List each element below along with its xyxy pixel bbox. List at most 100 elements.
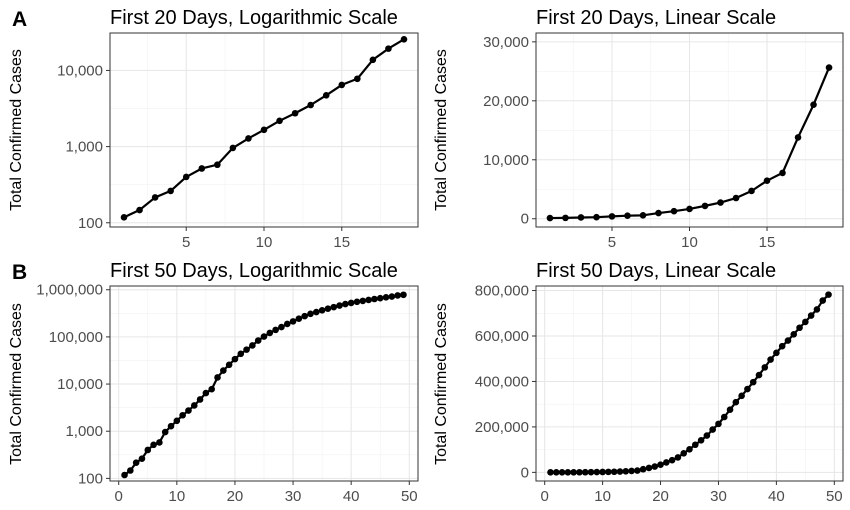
data-point <box>322 92 330 99</box>
data-point <box>330 303 338 311</box>
data-point <box>266 329 274 337</box>
data-point <box>587 468 595 476</box>
data-point <box>229 144 237 152</box>
data-point <box>382 294 390 301</box>
data-point <box>749 378 757 386</box>
data-point <box>260 333 268 340</box>
data-point <box>245 135 252 142</box>
data-point <box>546 214 554 222</box>
data-point <box>307 310 314 318</box>
data-point <box>794 134 802 141</box>
data-point <box>307 101 314 109</box>
data-point <box>697 437 705 444</box>
y-tick-label: 100 <box>78 470 103 487</box>
panel-label-b: B <box>12 261 27 284</box>
data-point <box>709 426 716 433</box>
data-point <box>291 109 299 117</box>
data-point <box>616 468 624 475</box>
data-point <box>761 364 769 371</box>
data-point <box>577 214 585 221</box>
x-tick-label: 20 <box>652 488 669 505</box>
data-point <box>249 342 256 349</box>
y-tick-label: 100 <box>78 215 103 232</box>
chart-title-2: First 20 Days, Linear Scale <box>536 7 776 29</box>
data-point <box>156 439 163 446</box>
data-point <box>813 306 821 313</box>
data-point <box>663 459 670 466</box>
y-axis-label-4: Total Confirmed Cases <box>433 303 450 465</box>
data-point <box>807 312 815 319</box>
data-point <box>342 300 349 308</box>
data-point <box>605 468 612 476</box>
x-tick-label: 5 <box>182 234 190 251</box>
data-point <box>755 371 763 379</box>
data-point <box>208 385 215 393</box>
data-point <box>295 315 303 322</box>
data-point <box>715 420 722 428</box>
data-point <box>655 209 662 217</box>
data-point <box>202 389 210 397</box>
data-point <box>802 318 809 326</box>
data-point <box>790 330 798 338</box>
plot-area-1: 5 10 15 100 1,000 10,000 <box>57 32 419 251</box>
data-point <box>190 402 198 409</box>
data-point <box>254 337 262 344</box>
data-point <box>576 468 583 476</box>
data-point <box>121 471 128 479</box>
data-point <box>564 469 572 476</box>
data-point <box>703 432 711 439</box>
data-point <box>120 213 128 221</box>
x-tick-label: 40 <box>768 488 785 505</box>
data-point <box>732 194 740 202</box>
data-point <box>767 356 774 363</box>
data-point <box>198 165 206 172</box>
data-point <box>260 126 268 134</box>
data-point <box>634 467 641 474</box>
y-tick-label: 10,000 <box>57 376 103 393</box>
data-point <box>354 75 361 83</box>
chart-title-4: First 50 Days, Linear Scale <box>536 260 776 282</box>
data-point <box>394 292 401 299</box>
data-point <box>278 323 285 331</box>
data-point <box>796 324 803 332</box>
data-point <box>336 302 343 309</box>
data-point <box>136 206 143 214</box>
y-tick-label: 20,000 <box>483 93 529 110</box>
plot-area-4: 0 10 20 30 40 50 0 200,000 400,000 600,000 800,000 <box>475 283 844 505</box>
data-point <box>691 441 699 449</box>
x-tick-label: 0 <box>115 488 123 505</box>
data-point <box>138 455 146 462</box>
data-point <box>645 464 653 472</box>
plot-border <box>535 285 844 482</box>
data-point <box>338 81 346 89</box>
data-point <box>347 299 355 307</box>
y-tick-label: 1,000 <box>65 139 103 156</box>
data-point <box>225 361 233 369</box>
y-tick-label: 800,000 <box>475 283 529 300</box>
data-point <box>173 417 181 425</box>
data-point <box>581 468 589 476</box>
data-point <box>231 355 239 363</box>
x-tick-label: 10 <box>594 488 611 505</box>
y-tick-label: 400,000 <box>475 373 529 390</box>
x-tick-label: 15 <box>759 234 776 251</box>
x-tick-label: 40 <box>343 488 360 505</box>
data-point <box>558 469 566 476</box>
data-point <box>151 194 159 201</box>
data-point <box>720 413 728 421</box>
y-tick-label: 100,000 <box>49 329 103 346</box>
data-point <box>185 407 192 414</box>
y-tick-label: 10,000 <box>57 62 103 79</box>
chart-panel-3: First 50 Days, Logarithmic Scale Total C… <box>8 260 419 505</box>
x-tick-label: 30 <box>710 488 727 505</box>
data-point <box>622 467 630 475</box>
data-point <box>570 468 577 476</box>
data-point <box>779 169 786 177</box>
data-point <box>732 398 740 406</box>
data-point <box>376 294 384 302</box>
plot-area-3: 0 10 20 30 40 50 100 1,000 10,000 100,000 1,000,00… <box>36 282 419 505</box>
y-axis-label-3: Total Confirmed Cases <box>8 303 25 465</box>
data-point <box>628 467 635 475</box>
data-point <box>272 326 279 334</box>
data-point <box>593 468 601 476</box>
